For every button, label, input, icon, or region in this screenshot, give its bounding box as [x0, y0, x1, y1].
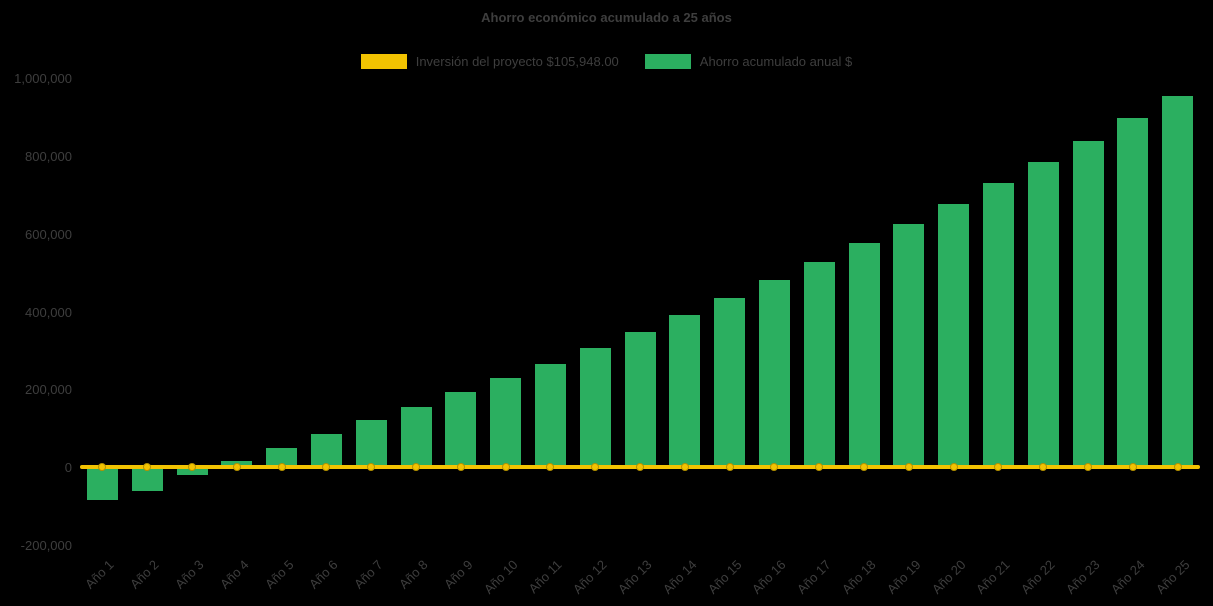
x-axis-label: Año 22 [1018, 557, 1058, 597]
legend-item-savings: Ahorro acumulado anual $ [644, 54, 853, 69]
x-axis-label: Año 20 [928, 557, 969, 597]
x-axis-label: Año 5 [261, 557, 297, 592]
x-axis-label: Año 4 [216, 557, 252, 592]
x-axis-label: Año 24 [1107, 557, 1148, 597]
x-axis-label: Año 10 [480, 557, 521, 597]
investment-line-marker [680, 463, 689, 472]
investment-line-marker [815, 463, 824, 472]
x-axis-label: Año 21 [973, 557, 1013, 597]
x-axis-label: Año 7 [351, 557, 386, 592]
bar-año-2 [131, 467, 163, 491]
x-axis-label: Año 12 [570, 557, 610, 597]
bar-año-8 [400, 406, 432, 468]
y-axis-tick-label: 0 [64, 460, 72, 476]
bar-año-3 [176, 467, 208, 475]
x-axis-label: Año 17 [794, 557, 834, 597]
investment-line-marker [412, 463, 420, 472]
bar-año-14 [669, 315, 701, 468]
investment-line-marker [1039, 463, 1048, 472]
legend-label-investment: Inversión del proyecto $105,948.00 [415, 54, 619, 69]
bar-año-12 [579, 348, 611, 468]
bar-año-22 [1027, 162, 1059, 468]
investment-line-marker [636, 463, 644, 472]
x-axis-label: Año 23 [1062, 557, 1103, 597]
bar-año-11 [534, 363, 566, 468]
investment-line-marker [591, 463, 600, 472]
legend-label-savings: Ahorro acumulado anual $ [699, 54, 853, 69]
x-axis-label: Año 1 [82, 557, 117, 592]
bar-año-6 [310, 434, 342, 468]
y-axis-tick-label: 200,000 [25, 382, 72, 398]
bar-año-13 [624, 332, 656, 468]
y-axis-tick-label: 1,000,000 [14, 71, 72, 86]
bar-año-16 [758, 280, 790, 468]
bar-año-5 [266, 447, 298, 468]
investment-line-marker [770, 463, 779, 472]
investment-line-marker [994, 463, 1003, 472]
investment-line-marker [277, 463, 286, 472]
y-axis-tick-label: 800,000 [25, 148, 72, 164]
investment-line-marker [188, 463, 196, 472]
y-axis-tick-label: 400,000 [25, 304, 72, 320]
bar-año-10 [490, 378, 522, 468]
x-axis-label: Año 25 [1152, 557, 1193, 597]
bar-año-18 [848, 243, 880, 468]
bar-año-19 [893, 223, 925, 468]
investment-line-marker [1084, 463, 1092, 472]
x-axis-label: Año 14 [659, 557, 700, 597]
investment-line-marker [501, 463, 510, 472]
bar-año-1 [86, 467, 118, 501]
x-axis-label: Año 19 [883, 557, 924, 597]
bar-año-25 [1162, 96, 1194, 468]
investment-line-marker [1128, 463, 1137, 472]
x-axis-label: Año 16 [749, 557, 789, 597]
bar-año-24 [1117, 118, 1149, 468]
bar-año-21 [982, 183, 1014, 468]
x-axis-label: Año 6 [306, 557, 341, 592]
investment-line-marker [322, 463, 331, 472]
plot-area: 1,000,000 800,000 600,000 400,000 200,000 0 -2… [14, 71, 1200, 597]
savings-bar-swatch [644, 54, 691, 69]
bar-año-23 [1072, 140, 1104, 468]
investment-line-marker [904, 463, 913, 472]
investment-line-marker [232, 463, 241, 472]
chart-title: Ahorro económico acumulado a 25 años [481, 10, 732, 25]
investment-line-marker [546, 463, 555, 472]
investment-line-marker [949, 463, 958, 472]
bar-año-17 [803, 262, 835, 468]
bar-año-7 [355, 420, 387, 468]
investment-line-marker [98, 463, 107, 472]
investment-line-marker [860, 463, 868, 472]
investment-line-marker [367, 463, 376, 472]
x-axis-label: Año 11 [525, 557, 565, 597]
investment-line-marker [143, 463, 152, 472]
legend-item-investment: Inversión del proyecto $105,948.00 [360, 54, 619, 69]
investment-line-marker [1173, 463, 1182, 472]
investment-line-marker [725, 463, 734, 472]
x-axis-label: Año 13 [614, 557, 655, 597]
bar-año-9 [445, 392, 477, 468]
y-axis-tick-label: -200,000 [20, 538, 72, 553]
legend: Inversión del proyecto $105,948.00 Ahorr… [0, 54, 1213, 69]
investment-line-swatch [360, 54, 407, 69]
x-axis-label: Año 15 [704, 557, 745, 597]
x-axis-label: Año 18 [838, 557, 879, 597]
investment-line-marker [456, 463, 465, 472]
x-axis-label: Año 3 [171, 557, 207, 592]
x-axis-label: Año 2 [127, 557, 162, 592]
y-axis-tick-label: 600,000 [25, 226, 72, 242]
x-axis-label: Año 9 [440, 557, 476, 592]
x-axis-label: Año 8 [395, 557, 431, 592]
bar-año-15 [714, 298, 746, 468]
bar-año-20 [938, 203, 970, 468]
